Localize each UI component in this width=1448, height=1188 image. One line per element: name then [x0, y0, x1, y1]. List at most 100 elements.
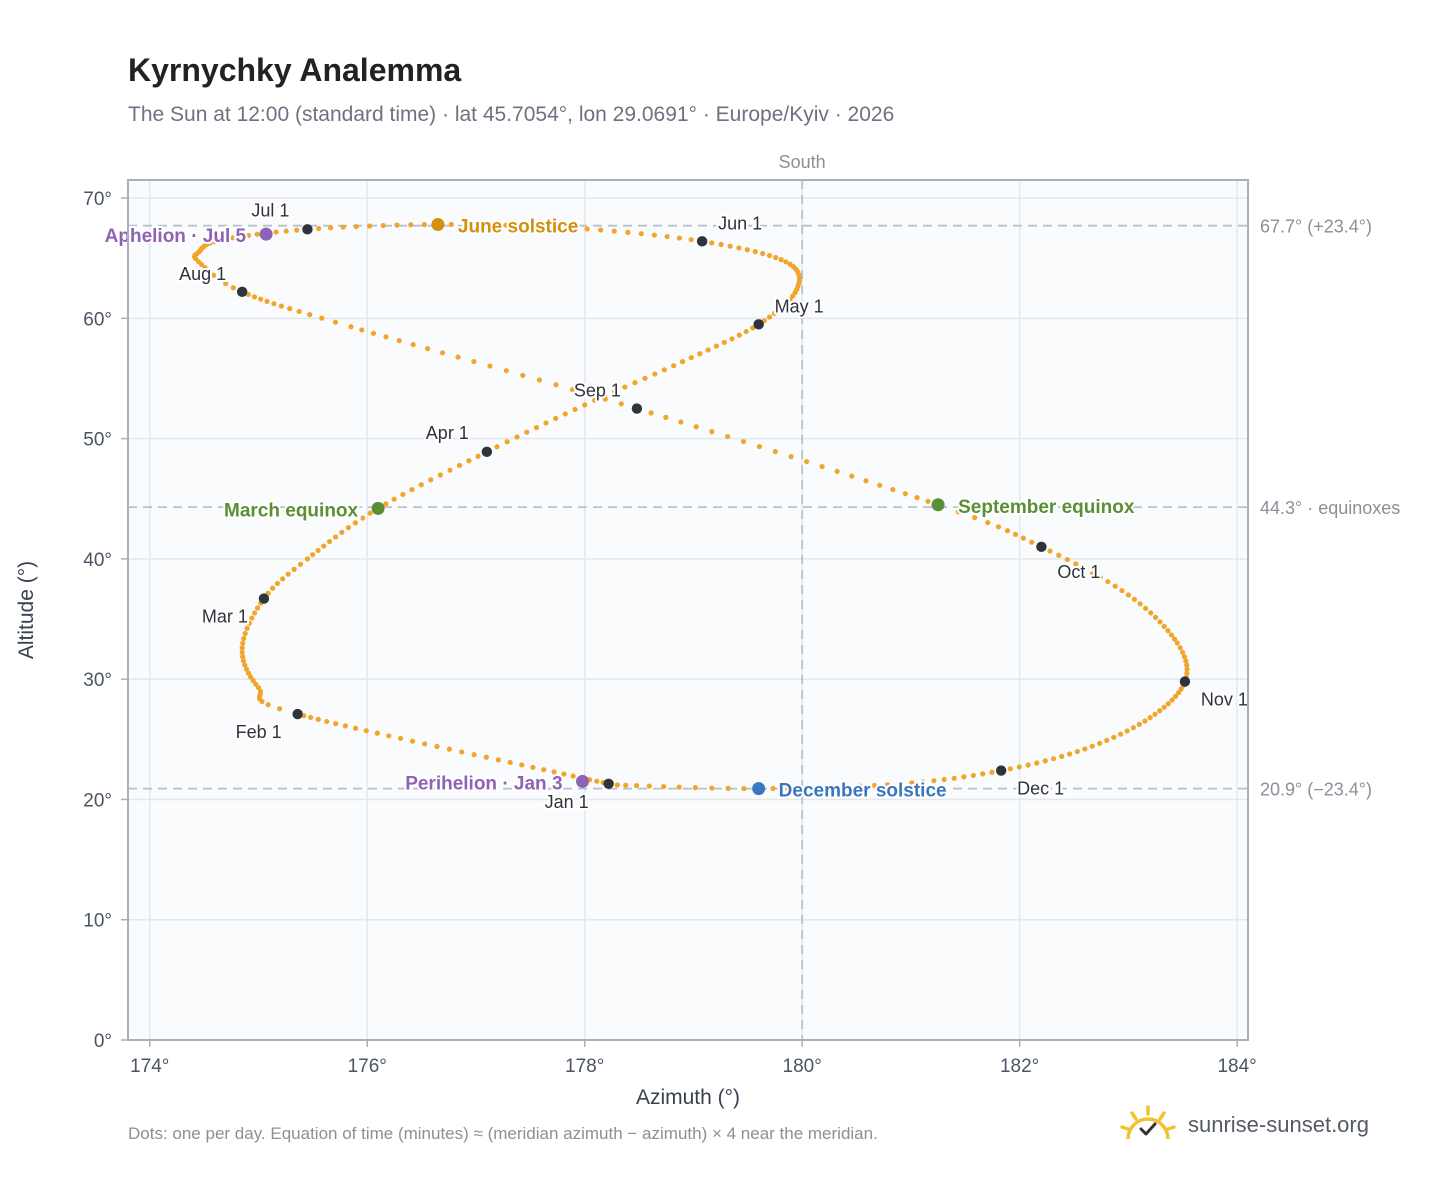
daily-dot [1111, 734, 1117, 740]
daily-dot [409, 487, 415, 493]
daily-dot [1089, 743, 1095, 749]
month-marker [696, 236, 708, 247]
daily-dot [328, 225, 334, 231]
daily-dot [240, 658, 247, 664]
daily-dot [1016, 764, 1022, 770]
brand[interactable]: sunrise-sunset.org [1120, 1100, 1369, 1150]
month-marker [302, 224, 313, 235]
month-marker [1179, 676, 1191, 687]
daily-dot [422, 741, 428, 747]
daily-dot [240, 640, 246, 646]
daily-dot [519, 762, 525, 768]
y-tick-label: 0° [94, 1031, 112, 1052]
daily-dot [380, 222, 386, 229]
daily-dot [632, 380, 638, 386]
daily-dot [1047, 548, 1053, 554]
daily-dot [676, 784, 682, 790]
daily-dot [475, 222, 482, 228]
daily-dot [1161, 704, 1167, 710]
daily-dot [594, 778, 600, 784]
y-tick-label: 20° [83, 790, 112, 811]
daily-dot [955, 509, 961, 515]
daily-dot [386, 733, 392, 739]
daily-dot [1148, 610, 1154, 616]
month-label: Sep 1 [574, 381, 621, 401]
daily-dot [1157, 619, 1163, 625]
daily-dot [211, 239, 218, 245]
daily-dot [265, 702, 271, 708]
daily-dot [1168, 632, 1175, 638]
daily-dot [638, 231, 644, 237]
daily-dot [721, 339, 727, 346]
daily-dot [1056, 552, 1062, 558]
daily-dot [784, 785, 791, 791]
daily-dot [1172, 693, 1179, 700]
daily-dot [280, 576, 286, 582]
month-marker [603, 778, 614, 790]
daily-dot [307, 312, 313, 318]
daily-dot [688, 237, 694, 243]
daily-dot [520, 372, 526, 378]
daily-dot [447, 467, 453, 473]
daily-dot [642, 375, 648, 381]
daily-dot [367, 223, 373, 229]
daily-dot [871, 782, 877, 789]
daily-dot [834, 468, 840, 475]
daily-dot [462, 221, 468, 228]
daily-dot [243, 666, 250, 672]
daily-dot [718, 241, 724, 248]
daily-dot [1097, 574, 1103, 580]
daily-dot [239, 649, 245, 655]
daily-dot [787, 261, 793, 267]
month-marker [292, 708, 303, 720]
daily-dot [536, 377, 543, 383]
daily-dot [353, 223, 359, 230]
daily-dot [1142, 718, 1148, 724]
daily-dot [489, 222, 495, 228]
daily-dot [553, 415, 559, 422]
daily-dot [237, 234, 243, 240]
daily-dot [770, 785, 776, 792]
daily-dot [400, 491, 406, 498]
daily-dot [1082, 746, 1088, 752]
daily-dot [471, 358, 477, 365]
daily-dot [736, 245, 742, 251]
daily-dot [217, 237, 224, 243]
daily-dot [625, 229, 631, 235]
daily-dot [725, 433, 731, 440]
daily-dot [1147, 715, 1153, 721]
daily-dot [345, 525, 352, 531]
daily-dot [618, 401, 624, 407]
y-tick-label: 70° [83, 189, 112, 210]
daily-dot [459, 749, 465, 755]
daily-dot [1157, 708, 1163, 714]
daily-dot [773, 254, 779, 261]
daily-dot [494, 444, 500, 450]
daily-dot [1097, 740, 1103, 746]
daily-dot [676, 235, 683, 241]
daily-dot [941, 776, 947, 783]
daily-dot [688, 355, 694, 361]
daily-dot [321, 543, 327, 549]
daily-dot [198, 261, 205, 268]
x-tick-label: 184° [1217, 1056, 1256, 1077]
daily-dot [1081, 565, 1087, 571]
daily-dot [1177, 645, 1183, 651]
daily-dot [324, 718, 330, 725]
daily-dot [1152, 711, 1158, 717]
daily-dot [310, 552, 316, 558]
daily-dot [623, 782, 629, 788]
daily-dot [1059, 753, 1065, 759]
daily-dot [352, 520, 358, 526]
event-marker [752, 782, 766, 796]
daily-dot [294, 227, 300, 233]
event-label: Perihelion · Jan 3 [405, 773, 562, 794]
daily-dot [239, 645, 245, 651]
daily-dot [778, 257, 784, 263]
event-marker [431, 218, 445, 232]
daily-dot [530, 223, 537, 229]
month-label: Oct 1 [1057, 562, 1100, 582]
daily-dot [1050, 756, 1057, 762]
daily-dot [541, 767, 547, 773]
daily-dot [553, 382, 559, 388]
